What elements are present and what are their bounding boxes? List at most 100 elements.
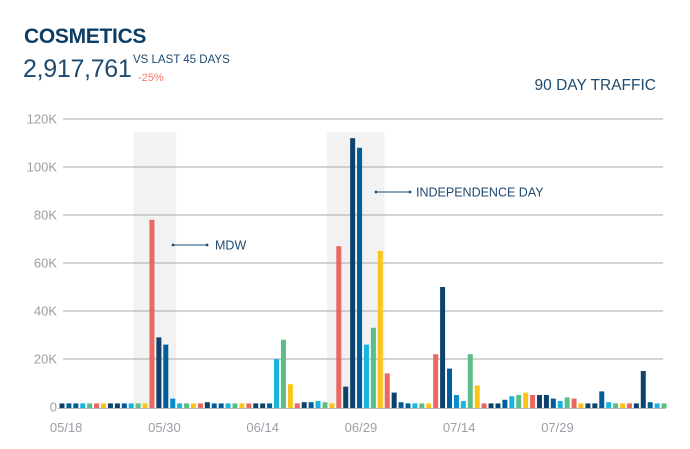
bar	[218, 403, 224, 408]
bar	[301, 402, 307, 408]
bar	[640, 371, 646, 408]
bar	[73, 403, 79, 408]
chart-title: 90 DAY TRAFFIC	[534, 77, 656, 94]
bar	[481, 403, 487, 408]
bar	[66, 403, 72, 408]
y-tick-label: 120K	[27, 112, 58, 127]
bar	[135, 403, 141, 408]
bar	[654, 403, 660, 408]
x-tick-label: 05/30	[148, 420, 181, 435]
page-title: COSMETICS	[24, 25, 147, 48]
bar	[523, 392, 529, 408]
bar	[467, 354, 473, 408]
annotation-label: MDW	[215, 239, 246, 253]
bar	[322, 402, 328, 408]
bar	[606, 402, 612, 408]
bar	[190, 403, 196, 408]
bar	[280, 339, 286, 408]
bar	[142, 403, 148, 408]
bar	[315, 401, 321, 408]
bar	[557, 401, 563, 408]
bar	[543, 395, 549, 408]
bar	[509, 396, 515, 408]
x-tick-label: 05/18	[50, 420, 83, 435]
bar	[599, 391, 605, 408]
bar	[225, 403, 231, 408]
bar	[80, 403, 86, 408]
y-tick-label: 0	[50, 400, 57, 415]
y-tick-label: 80K	[34, 208, 57, 223]
bar	[433, 354, 439, 408]
bar	[287, 384, 293, 408]
bar	[357, 147, 363, 409]
bar	[536, 395, 542, 408]
x-tick-label: 06/29	[345, 420, 378, 435]
bar	[253, 403, 259, 408]
bar	[107, 403, 113, 408]
bar	[391, 392, 397, 408]
bar	[197, 403, 203, 408]
bar	[585, 403, 591, 408]
annotation-dot	[408, 190, 412, 194]
bar	[336, 246, 342, 408]
bar	[440, 287, 446, 408]
bar	[474, 385, 480, 408]
bar	[114, 403, 120, 408]
annotation-label: INDEPENDENCE DAY	[416, 186, 544, 200]
bar	[204, 402, 210, 408]
x-tick-label: 07/29	[541, 420, 574, 435]
bar	[626, 403, 632, 408]
bar	[571, 398, 577, 408]
bar	[370, 327, 376, 408]
bar	[647, 402, 653, 408]
bar	[239, 403, 245, 408]
bar	[419, 403, 425, 408]
bar	[550, 398, 556, 408]
comparison-label: VS LAST 45 DAYS	[133, 54, 230, 66]
bar	[184, 403, 190, 408]
y-tick-label: 20K	[34, 352, 57, 367]
highlight-band-0	[133, 132, 177, 407]
bar	[211, 403, 217, 408]
bar	[495, 403, 501, 408]
annotation-dot	[171, 243, 175, 247]
x-tick-label: 06/14	[246, 420, 279, 435]
bar	[149, 219, 155, 408]
y-tick-label: 40K	[34, 304, 57, 319]
bar	[453, 395, 459, 408]
annotation-dot	[374, 190, 378, 194]
y-tick-label: 60K	[34, 256, 57, 271]
bar	[398, 402, 404, 408]
bar	[163, 344, 169, 408]
bar	[530, 395, 536, 408]
annotation-dot	[205, 243, 209, 247]
bar	[59, 403, 65, 408]
bar	[329, 403, 335, 408]
bar	[260, 403, 266, 408]
bar	[232, 403, 238, 408]
bar	[308, 402, 314, 408]
bar	[613, 403, 619, 408]
bar	[502, 399, 508, 408]
bar	[87, 403, 93, 408]
bar	[377, 251, 383, 408]
bar	[274, 359, 280, 408]
bar	[343, 386, 349, 408]
bar	[384, 373, 390, 408]
bar	[128, 403, 134, 408]
bar	[564, 397, 570, 408]
bar	[177, 403, 183, 408]
bar	[405, 403, 411, 408]
bar	[363, 344, 369, 408]
bar	[156, 337, 162, 408]
bar	[620, 403, 626, 408]
x-tick-label: 07/14	[443, 420, 476, 435]
bar	[592, 403, 598, 408]
change-percent: -25%	[138, 72, 164, 84]
bar	[516, 395, 522, 408]
bar	[426, 403, 432, 408]
bar	[578, 403, 584, 408]
bar	[488, 403, 494, 408]
bar	[460, 401, 466, 408]
